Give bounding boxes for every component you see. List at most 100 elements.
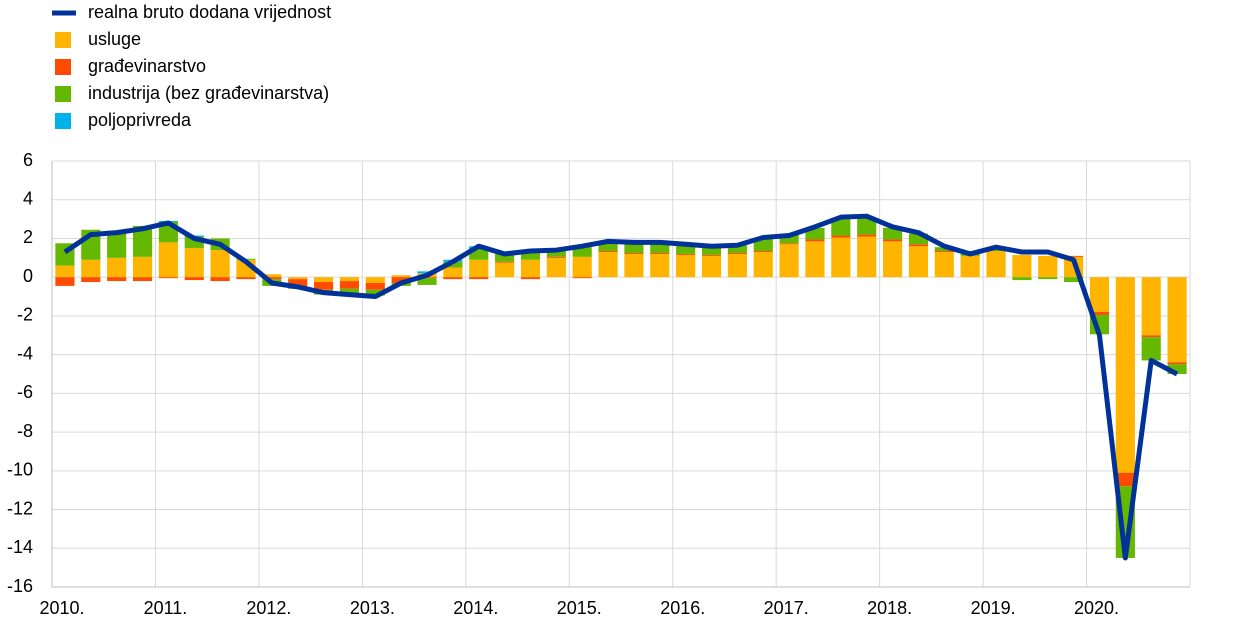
- bar: [624, 243, 644, 253]
- bar: [805, 241, 825, 278]
- bar: [443, 267, 463, 278]
- bar: [934, 251, 954, 253]
- bar: [908, 233, 929, 245]
- bar: [831, 235, 851, 238]
- bar: [598, 252, 618, 278]
- bar: [288, 279, 308, 287]
- bar: [1012, 277, 1032, 281]
- bar: [908, 244, 929, 247]
- bar: [805, 227, 825, 240]
- bar: [960, 255, 980, 278]
- bar: [107, 257, 127, 278]
- y-tick-label: -12: [7, 498, 33, 518]
- bar: [132, 256, 153, 278]
- legend-label: industrija (bez građevinarstva): [88, 83, 329, 103]
- bar: [184, 277, 204, 281]
- bar: [1141, 277, 1161, 336]
- x-tick-label: 2016.: [660, 598, 705, 618]
- bar: [624, 252, 644, 254]
- bar: [1141, 335, 1161, 338]
- bar: [650, 244, 670, 253]
- bar: [469, 249, 489, 260]
- bar: [572, 256, 592, 278]
- bar: [650, 252, 670, 254]
- bar: [184, 236, 204, 249]
- bar: [1115, 277, 1135, 473]
- bar: [262, 274, 282, 278]
- x-tick-label: 2014.: [453, 598, 498, 618]
- bar: [443, 277, 463, 280]
- bar: [339, 288, 360, 295]
- legend-label: realna bruto dodana vrijednost: [88, 2, 331, 22]
- bar: [779, 243, 799, 245]
- x-tick-label: 2015.: [557, 598, 602, 618]
- bar: [469, 259, 489, 278]
- bar: [753, 251, 773, 253]
- bar: [857, 236, 877, 278]
- legend-label: građevinarstvo: [88, 56, 206, 76]
- x-tick-label: 2020.: [1074, 598, 1119, 618]
- bar: [520, 252, 541, 260]
- bar: [934, 252, 954, 278]
- bar: [313, 277, 334, 283]
- x-tick-label: 2019.: [971, 598, 1016, 618]
- bar: [701, 247, 722, 255]
- x-tick-label: 2011.: [144, 598, 188, 618]
- bar: [158, 277, 178, 279]
- bar: [288, 277, 308, 280]
- bar: [546, 250, 566, 257]
- bar: [1167, 364, 1187, 374]
- bar: [107, 230, 127, 258]
- bar: [210, 250, 230, 278]
- legend-swatch: [55, 86, 71, 102]
- bar: [132, 225, 153, 257]
- bar: [701, 255, 722, 278]
- line: [63, 213, 1179, 561]
- bar: [857, 234, 877, 237]
- bar: [572, 277, 592, 279]
- y-tick-label: -2: [17, 305, 33, 325]
- bar: [236, 277, 256, 280]
- bar: [1064, 277, 1084, 283]
- bar: [313, 282, 334, 290]
- y-tick-label: 4: [23, 188, 33, 208]
- bar: [727, 252, 747, 254]
- bar: [1089, 312, 1110, 315]
- bar: [857, 218, 877, 235]
- bar: [107, 277, 127, 282]
- bar: [546, 257, 566, 278]
- bar: [934, 247, 954, 252]
- bar: [365, 282, 385, 290]
- y-tick-label: 0: [23, 266, 33, 286]
- y-tick-label: 2: [23, 227, 33, 247]
- bar: [779, 234, 799, 244]
- bar: [650, 253, 670, 278]
- bar: [417, 271, 437, 274]
- bar: [365, 289, 385, 296]
- bar: [831, 219, 851, 236]
- y-tick-label: 6: [23, 150, 33, 170]
- bar: [443, 261, 463, 268]
- bar: [676, 254, 696, 278]
- bar: [391, 277, 411, 283]
- bar: [676, 245, 696, 254]
- bar: [908, 246, 929, 278]
- bar: [158, 242, 178, 278]
- bar: [598, 251, 618, 253]
- bar: [624, 253, 644, 278]
- bar: [184, 248, 204, 278]
- bar: [469, 277, 489, 280]
- bar: [417, 278, 437, 285]
- bar: [779, 244, 799, 278]
- bar: [805, 239, 825, 242]
- x-tick-label: 2018.: [867, 598, 912, 618]
- legend-label: usluge: [88, 29, 141, 49]
- legend-swatch: [55, 59, 71, 75]
- bar: [1141, 337, 1161, 361]
- bar: [986, 249, 1006, 252]
- bar: [882, 241, 903, 278]
- y-tick-label: -8: [17, 421, 33, 441]
- bar: [1038, 255, 1058, 278]
- bar: [520, 277, 541, 280]
- bar: [495, 253, 515, 262]
